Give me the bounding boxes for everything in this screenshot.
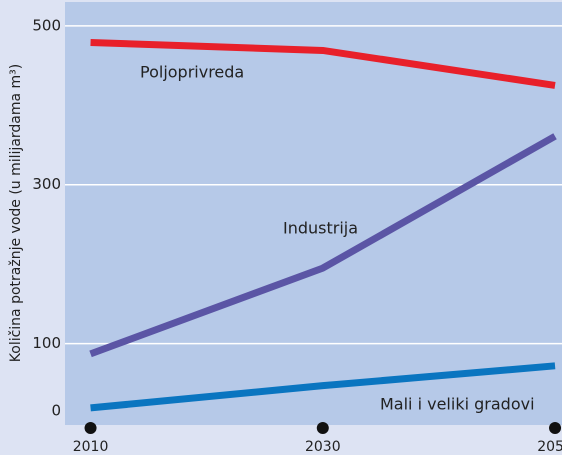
y-tick-label: 300 [32,175,61,193]
x-tick-label: 2050 [537,439,562,455]
y-tick-label: 500 [32,16,61,34]
series-label: Poljoprivreda [140,63,244,82]
x-tick-mark [316,422,329,434]
series-label: Industrija [283,219,358,238]
series-line [89,133,557,358]
series-label: Mali i veliki gradovi [380,395,535,414]
x-tick-mark [84,422,97,434]
series-line [90,39,556,89]
y-tick-label: 0 [51,402,61,420]
x-tick-mark [549,422,562,434]
x-tick-label: 2030 [305,439,341,455]
y-tick-label: 100 [32,334,61,352]
x-tick-label: 2010 [73,439,109,455]
y-axis-label: Količina potražnje vode (u milijardama m… [8,64,24,362]
series-line [90,362,556,412]
